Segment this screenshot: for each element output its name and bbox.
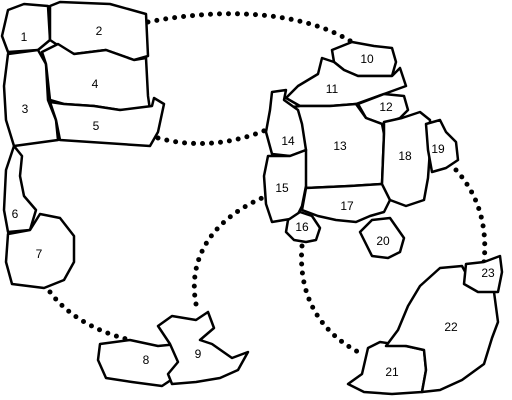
region-12-label: 12	[379, 100, 393, 114]
region-23-label: 23	[481, 266, 495, 280]
region-8-label: 8	[143, 353, 150, 367]
connectors	[47, 11, 488, 357]
region-15-label: 15	[275, 181, 289, 195]
region-7-label: 7	[36, 247, 43, 261]
region-18-label: 18	[398, 149, 412, 163]
region-20-label: 20	[376, 234, 390, 248]
region-17[interactable]	[300, 182, 392, 224]
link-16-21	[299, 243, 365, 357]
region-18[interactable]	[380, 110, 432, 208]
region-9[interactable]	[156, 310, 250, 386]
region-23[interactable]	[462, 254, 504, 294]
region-1[interactable]	[0, 2, 52, 54]
regions	[0, 0, 504, 396]
region-6[interactable]	[2, 144, 38, 234]
region-13-label: 13	[333, 139, 347, 153]
region-16-label: 16	[295, 220, 309, 234]
region-21-label: 21	[385, 365, 399, 379]
region-20[interactable]	[358, 216, 406, 260]
link-9-15	[191, 195, 265, 307]
region-4-label: 4	[92, 77, 99, 91]
region-14-label: 14	[281, 134, 295, 148]
region-5[interactable]	[48, 96, 166, 148]
region-9-label: 9	[195, 347, 202, 361]
region-10-label: 10	[360, 52, 374, 66]
link-19-23	[453, 167, 488, 265]
region-19-label: 19	[431, 142, 445, 156]
link-7-8	[47, 289, 133, 343]
region-22[interactable]	[384, 264, 500, 394]
region-16[interactable]	[284, 210, 322, 244]
region-6-label: 6	[12, 207, 19, 221]
region-2-label: 2	[96, 24, 103, 38]
region-5-label: 5	[93, 119, 100, 133]
region-17-label: 17	[340, 199, 354, 213]
region-7[interactable]	[4, 212, 76, 290]
region-19[interactable]	[424, 118, 460, 174]
region-1-label: 1	[21, 30, 28, 44]
region-11-label: 11	[326, 82, 339, 96]
region-4[interactable]	[40, 42, 152, 112]
link-2-10	[145, 11, 355, 45]
region-labels: 1 2 3 4 5 6 7 8 9 10 11 12 13 14 15 16 1…	[12, 24, 495, 379]
region-22-label: 22	[444, 320, 458, 334]
region-3-label: 3	[22, 102, 29, 116]
link-5-14	[155, 127, 269, 147]
